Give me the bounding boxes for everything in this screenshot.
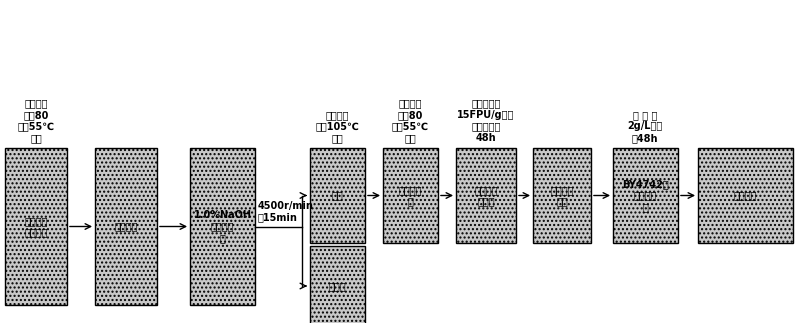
Bar: [95, 148, 157, 305]
Text: 酵 母 ：
2g/L，发
酵48h: 酵 母 ： 2g/L，发 酵48h: [627, 110, 662, 143]
Text: 4500r/min
，15min: 4500r/min ，15min: [258, 201, 314, 222]
Text: 破碎机破
筛至80
目，55℃
烘干: 破碎机破 筛至80 目，55℃ 烘干: [18, 98, 54, 143]
Text: 水洗至中
性，105℃
烘干: 水洗至中 性，105℃ 烘干: [315, 110, 359, 143]
Bar: [533, 148, 591, 243]
Text: 上清液: 上清液: [329, 281, 346, 291]
Bar: [5, 148, 67, 305]
Text: 秸秆粉末: 秸秆粉末: [114, 222, 138, 232]
Bar: [613, 148, 678, 243]
Text: BY4742酿
酒恒温发
酵: BY4742酿 酒恒温发 酵: [622, 179, 669, 212]
Bar: [310, 246, 365, 323]
Text: 纤维素酶
水解: 纤维素酶 水解: [550, 185, 574, 206]
Text: 1.0%NaOH
碱液预处
理: 1.0%NaOH 碱液预处 理: [194, 210, 251, 243]
Bar: [698, 148, 793, 243]
Bar: [383, 148, 438, 243]
Text: 稻秆茎木
纤维素素: 稻秆茎木 纤维素素: [24, 216, 48, 237]
Bar: [190, 148, 255, 305]
Bar: [456, 148, 516, 243]
Text: 燃料乙醇: 燃料乙醇: [734, 191, 758, 201]
Text: 纤维素酶：
15FPU/g秸秆
粉末，水解
48h: 纤维素酶： 15FPU/g秸秆 粉末，水解 48h: [458, 98, 514, 143]
Text: 干燥纤维
素: 干燥纤维 素: [398, 185, 422, 206]
Text: 破碎机破
筛至80
目，55℃
存存: 破碎机破 筛至80 目，55℃ 存存: [391, 98, 429, 143]
Bar: [310, 148, 365, 243]
Text: 沉淀: 沉淀: [332, 191, 343, 201]
Text: 预处理秸
秆粉末: 预处理秸 秆粉末: [474, 185, 498, 206]
